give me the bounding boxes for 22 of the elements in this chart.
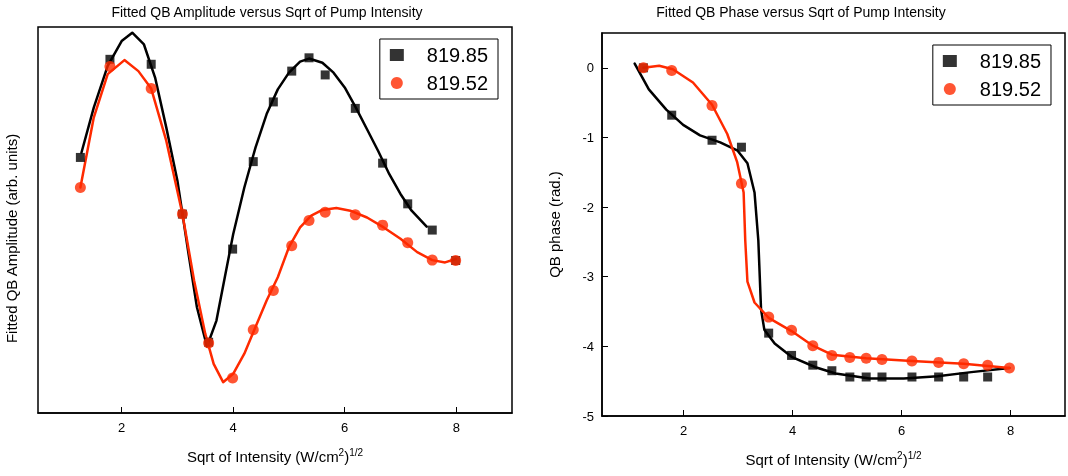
chart-title: Fitted QB Amplitude versus Sqrt of Pump Intensity (111, 4, 423, 20)
y-tick-label: -5 (582, 408, 594, 424)
x-tick-label: 4 (789, 423, 797, 438)
y-tick-label: -4 (582, 338, 594, 354)
y-axis-title: QB phase (rad.) (546, 171, 563, 278)
x-tick-label: 8 (1006, 423, 1015, 438)
legend-label: 819.52 (979, 78, 1041, 100)
legend-label: 819.85 (979, 50, 1041, 72)
chart-title: Fitted QB Phase versus Sqrt of Pump Intensity (656, 4, 946, 20)
y-tick-label: -2 (582, 199, 594, 215)
x-tick-label: 6 (341, 420, 349, 435)
y-axis-title: Fitted QB Amplitude (arb. units) (3, 133, 20, 344)
legend-label: 819.85 (426, 44, 488, 66)
y-tick-label: -1 (582, 129, 594, 145)
x-tick-label: 4 (229, 420, 237, 435)
x-tick-label: 8 (452, 420, 460, 435)
x-tick-label: 2 (680, 423, 688, 438)
y-tick-label: 0 (586, 60, 594, 76)
legend-label: 819.52 (426, 72, 488, 94)
y-tick-label: -3 (582, 269, 594, 285)
x-tick-label: 6 (897, 423, 906, 438)
x-tick-label: 2 (118, 420, 126, 435)
